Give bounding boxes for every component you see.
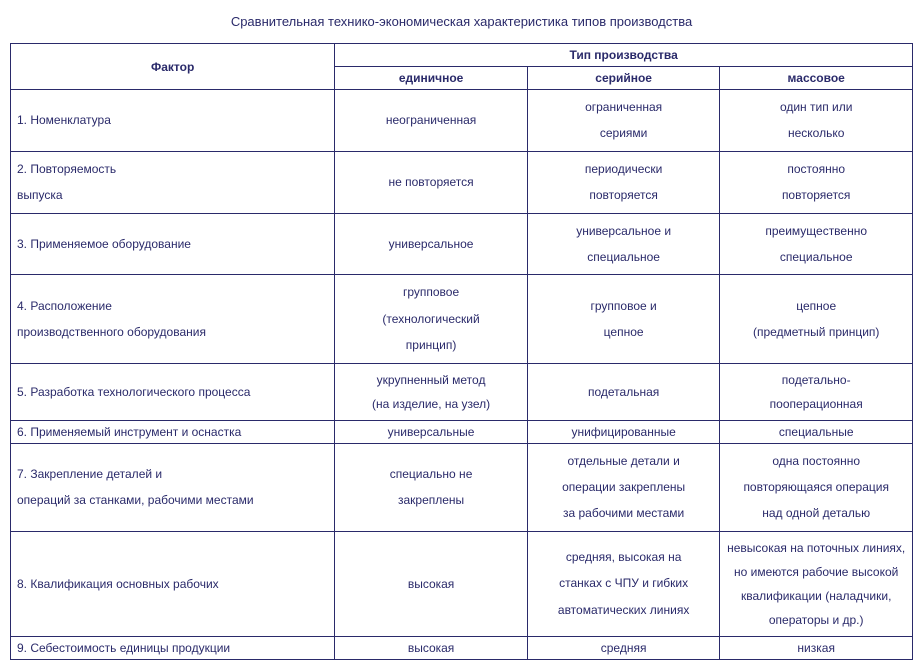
table-row: 6. Применяемый инструмент и оснастка уни… (11, 420, 913, 443)
table-row: 1. Номенклатура неограниченная ограничен… (11, 90, 913, 152)
value-cell: высокая (335, 531, 528, 636)
value-cell: невысокая на поточных линиях, но имеются… (720, 531, 913, 636)
factor-cell: 7. Закрепление деталей и операций за ста… (11, 443, 335, 531)
factor-cell: 1. Номенклатура (11, 90, 335, 152)
value-cell: цепное (предметный принцип) (720, 275, 913, 363)
header-col-2: серийное (527, 67, 720, 90)
value-cell: подетально- пооперационная (720, 363, 913, 420)
value-cell: специальные (720, 420, 913, 443)
page-title: Сравнительная технико-экономическая хара… (10, 14, 913, 29)
value-cell: постоянно повторяется (720, 151, 913, 213)
value-cell: унифицированные (527, 420, 720, 443)
factor-cell: 3. Применяемое оборудование (11, 213, 335, 275)
value-cell: универсальные (335, 420, 528, 443)
value-cell: одна постоянно повторяющаяся операция на… (720, 443, 913, 531)
value-cell: подетальная (527, 363, 720, 420)
comparison-table: Фактор Тип производства единичное серийн… (10, 43, 913, 660)
factor-cell: 6. Применяемый инструмент и оснастка (11, 420, 335, 443)
value-cell: периодически повторяется (527, 151, 720, 213)
factor-cell: 9. Себестоимость единицы продукции (11, 636, 335, 659)
value-cell: специально не закреплены (335, 443, 528, 531)
value-cell: высокая (335, 636, 528, 659)
table-row: 3. Применяемое оборудование универсально… (11, 213, 913, 275)
table-row: 7. Закрепление деталей и операций за ста… (11, 443, 913, 531)
value-cell: один тип или несколько (720, 90, 913, 152)
value-cell: групповое (технологический принцип) (335, 275, 528, 363)
value-cell: не повторяется (335, 151, 528, 213)
value-cell: преимущественно специальное (720, 213, 913, 275)
header-group: Тип производства (335, 44, 913, 67)
factor-cell: 2. Повторяемость выпуска (11, 151, 335, 213)
table-row: 8. Квалификация основных рабочих высокая… (11, 531, 913, 636)
value-cell: укрупненный метод (на изделие, на узел) (335, 363, 528, 420)
value-cell: средняя (527, 636, 720, 659)
header-col-1: единичное (335, 67, 528, 90)
factor-cell: 4. Расположение производственного оборуд… (11, 275, 335, 363)
table-row: 2. Повторяемость выпуска не повторяется … (11, 151, 913, 213)
header-factor: Фактор (11, 44, 335, 90)
header-col-3: массовое (720, 67, 913, 90)
table-row: 5. Разработка технологического процесса … (11, 363, 913, 420)
value-cell: групповое и цепное (527, 275, 720, 363)
value-cell: неограниченная (335, 90, 528, 152)
value-cell: низкая (720, 636, 913, 659)
factor-cell: 8. Квалификация основных рабочих (11, 531, 335, 636)
value-cell: средняя, высокая на станках с ЧПУ и гибк… (527, 531, 720, 636)
value-cell: универсальное (335, 213, 528, 275)
table-row: 4. Расположение производственного оборуд… (11, 275, 913, 363)
value-cell: отдельные детали и операции закреплены з… (527, 443, 720, 531)
value-cell: универсальное и специальное (527, 213, 720, 275)
value-cell: ограниченная сериями (527, 90, 720, 152)
table-header-row: Фактор Тип производства (11, 44, 913, 67)
table-row: 9. Себестоимость единицы продукции высок… (11, 636, 913, 659)
factor-cell: 5. Разработка технологического процесса (11, 363, 335, 420)
